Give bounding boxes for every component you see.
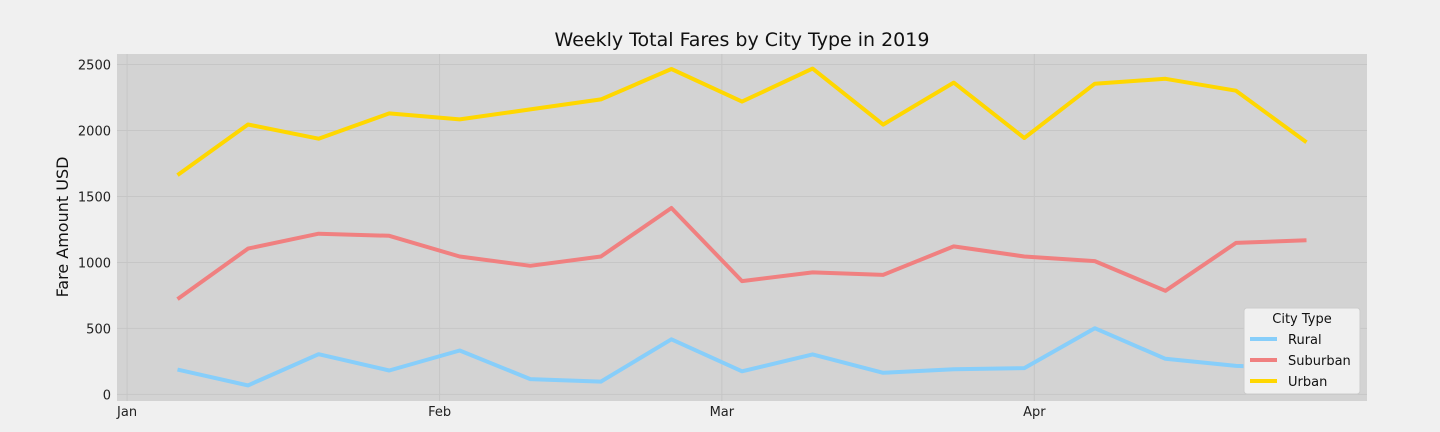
y-tick-label: 2000 xyxy=(78,125,111,140)
y-tick-label: 1000 xyxy=(78,256,111,271)
chart-title: Weekly Total Fares by City Type in 2019 xyxy=(555,29,930,51)
legend-label-suburban: Suburban xyxy=(1288,354,1351,369)
legend-label-urban: Urban xyxy=(1288,375,1327,390)
legend-title: City Type xyxy=(1272,312,1331,327)
series-line-urban xyxy=(176,66,1308,177)
x-axis: Jan Feb Mar Apr xyxy=(116,405,1046,420)
x-tick-label: Feb xyxy=(428,405,451,420)
plot-background xyxy=(117,54,1367,401)
y-tick-label: 1500 xyxy=(78,190,111,205)
legend-box xyxy=(1243,307,1361,395)
y-tick-label: 2500 xyxy=(78,59,111,74)
series-lines xyxy=(176,66,1308,388)
grid xyxy=(117,54,1367,401)
y-tick-label: 0 xyxy=(103,388,111,403)
y-axis: 0 500 1000 1500 2000 2500 xyxy=(78,59,111,404)
x-tick-label: Mar xyxy=(710,405,735,420)
series-line-rural xyxy=(177,326,1307,388)
x-tick-label: Apr xyxy=(1023,405,1046,420)
series-line-suburban xyxy=(176,206,1307,301)
legend-label-rural: Rural xyxy=(1288,333,1322,348)
y-axis-label: Fare Amount USD xyxy=(53,157,72,298)
y-tick-label: 500 xyxy=(86,322,111,337)
legend: City Type Rural Suburban Urban xyxy=(1243,307,1361,395)
x-tick-label: Jan xyxy=(116,405,137,420)
